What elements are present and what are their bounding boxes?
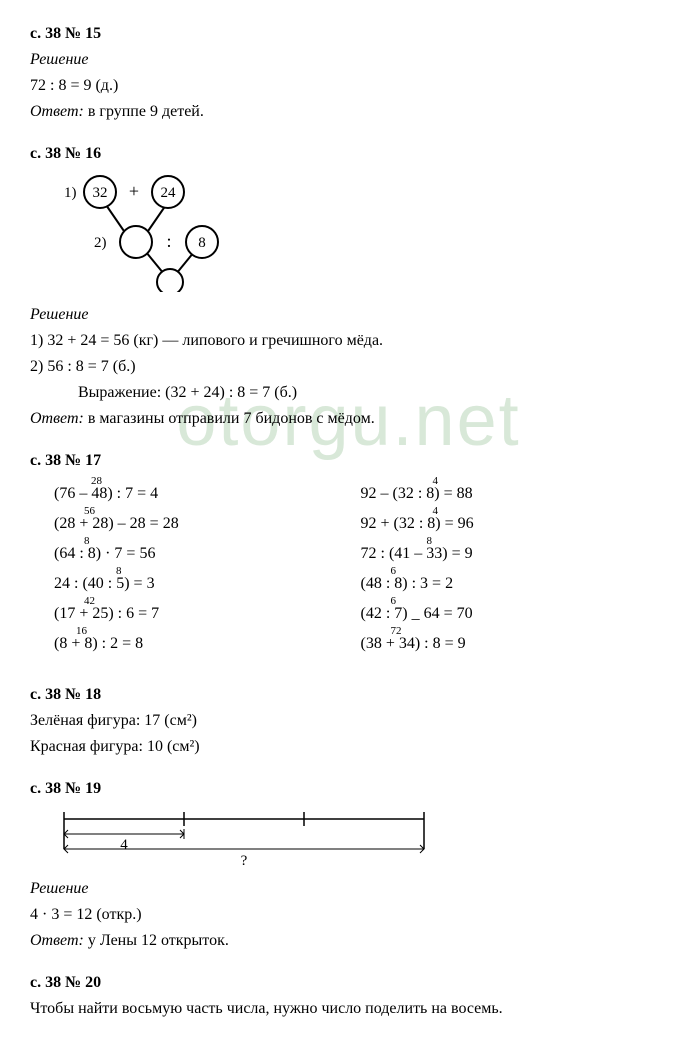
superscript: 28 — [91, 475, 102, 487]
calc-line: 72 : 8 = 9 (д.) — [30, 74, 667, 98]
expression-line: Выражение: (32 + 24) : 8 = 7 (б.) — [78, 381, 667, 405]
expr-text: 72 : (41 – 33) = 9 — [361, 545, 473, 562]
math-expression: 42(17 + 25) : 6 = 7 — [54, 605, 361, 625]
step-2: 2) 56 : 8 = 7 (б.) — [30, 355, 667, 379]
step-1: 1) 32 + 24 = 56 (кг) — липового и гречиш… — [30, 329, 667, 353]
green-figure: Зелёная фигура: 17 (см²) — [30, 709, 667, 733]
svg-text:1): 1) — [64, 185, 77, 201]
superscript: 16 — [76, 625, 87, 637]
math-expression: 28(76 – 48) : 7 = 4 — [54, 485, 361, 505]
math-expression: 16(8 + 8) : 2 = 8 — [54, 635, 361, 655]
numline-svg: 4 ? — [54, 809, 434, 869]
svg-text:2): 2) — [94, 235, 107, 251]
answer-label: Ответ: — [30, 410, 84, 427]
math-expression: 6(48 : 8) : 3 = 2 — [361, 575, 668, 595]
answer-text: в группе 9 детей. — [84, 103, 204, 120]
problem-header: с. 38 № 17 — [30, 449, 667, 473]
circle-diagram: 32 + 24 1) : 8 2) — [54, 172, 667, 297]
svg-text:32: 32 — [93, 185, 108, 201]
answer-line: Ответ: у Лены 12 открыток. — [30, 929, 667, 953]
expr-text: 24 : (40 : 5) = 3 — [54, 575, 155, 592]
calc-line: 4 · 3 = 12 (откр.) — [30, 903, 667, 927]
math-expression: 8(64 : 8) · 7 = 56 — [54, 545, 361, 565]
math-expression: 56(28 + 28) – 28 = 28 — [54, 515, 361, 535]
answer-label: Ответ: — [30, 932, 84, 949]
expr-text: (17 + 25) : 6 = 7 — [54, 605, 159, 622]
problem-header: с. 38 № 19 — [30, 777, 667, 801]
superscript: 42 — [84, 595, 95, 607]
math-expression: 872 : (41 – 33) = 9 — [361, 545, 668, 565]
problem-header: с. 38 № 18 — [30, 683, 667, 707]
expr-text: (28 + 28) – 28 = 28 — [54, 515, 179, 532]
superscript: 8 — [116, 565, 122, 577]
problem-15: с. 38 № 15 Решение 72 : 8 = 9 (д.) Ответ… — [30, 22, 667, 124]
math-expression: 492 + (32 : 8) = 96 — [361, 515, 668, 535]
solution-label: Решение — [30, 48, 667, 72]
superscript: 8 — [84, 535, 90, 547]
text-line: Чтобы найти восьмую часть числа, нужно ч… — [30, 997, 667, 1021]
red-figure: Красная фигура: 10 (см²) — [30, 735, 667, 759]
problem-header: с. 38 № 20 — [30, 971, 667, 995]
svg-text:8: 8 — [198, 235, 206, 251]
answer-label: Ответ: — [30, 103, 84, 120]
expr-text: (64 : 8) · 7 = 56 — [54, 545, 155, 562]
solution-label: Решение — [30, 303, 667, 327]
solution-label: Решение — [30, 877, 667, 901]
page-content: с. 38 № 15 Решение 72 : 8 = 9 (д.) Ответ… — [30, 22, 667, 1021]
superscript: 6 — [391, 565, 397, 577]
svg-text:?: ? — [241, 853, 248, 869]
svg-text:+: + — [129, 181, 139, 201]
superscript: 8 — [427, 535, 433, 547]
expr-text: (48 : 8) : 3 = 2 — [361, 575, 454, 592]
superscript: 4 — [433, 505, 439, 517]
expr-text: (76 – 48) : 7 = 4 — [54, 485, 158, 502]
problem-17: с. 38 № 17 28(76 – 48) : 7 = 456(28 + 28… — [30, 449, 667, 665]
math-expression: 6(42 : 7) _ 64 = 70 — [361, 605, 668, 625]
problem-18: с. 38 № 18 Зелёная фигура: 17 (см²) Крас… — [30, 683, 667, 759]
superscript: 56 — [84, 505, 95, 517]
superscript: 72 — [391, 625, 402, 637]
number-line-diagram: 4 ? — [54, 809, 414, 869]
answer-line: Ответ: в группе 9 детей. — [30, 100, 667, 124]
superscript: 4 — [433, 475, 439, 487]
expr-text: 92 + (32 : 8) = 96 — [361, 515, 474, 532]
problem-19: с. 38 № 19 4 ? Решение 4 · 3 = 12 ( — [30, 777, 667, 953]
expr-text: 92 – (32 : 8) = 88 — [361, 485, 473, 502]
answer-text: у Лены 12 открыток. — [84, 932, 229, 949]
expr-text: (8 + 8) : 2 = 8 — [54, 635, 143, 652]
math-expression: 72(38 + 34) : 8 = 9 — [361, 635, 668, 655]
expr-text: (38 + 34) : 8 = 9 — [361, 635, 466, 652]
svg-text:24: 24 — [161, 185, 177, 201]
math-expression: 824 : (40 : 5) = 3 — [54, 575, 361, 595]
problem-header: с. 38 № 16 — [30, 142, 667, 166]
answer-line: Ответ: в магазины отправили 7 бидонов с … — [30, 407, 667, 431]
right-col: 492 – (32 : 8) = 88492 + (32 : 8) = 9687… — [361, 475, 668, 665]
svg-text::: : — [166, 231, 171, 251]
math-expression: 492 – (32 : 8) = 88 — [361, 485, 668, 505]
svg-text:4: 4 — [120, 837, 128, 853]
problem-20: с. 38 № 20 Чтобы найти восьмую часть чис… — [30, 971, 667, 1021]
problem-16: с. 38 № 16 32 + 24 1) : 8 2) Решени — [30, 142, 667, 431]
expr-text: (42 : 7) _ 64 = 70 — [361, 605, 473, 622]
diagram-svg: 32 + 24 1) : 8 2) — [54, 172, 234, 292]
problem-header: с. 38 № 15 — [30, 22, 667, 46]
superscript: 6 — [391, 595, 397, 607]
two-col: 28(76 – 48) : 7 = 456(28 + 28) – 28 = 28… — [54, 475, 667, 665]
left-col: 28(76 – 48) : 7 = 456(28 + 28) – 28 = 28… — [54, 475, 361, 665]
answer-text: в магазины отправили 7 бидонов с мёдом. — [84, 410, 375, 427]
